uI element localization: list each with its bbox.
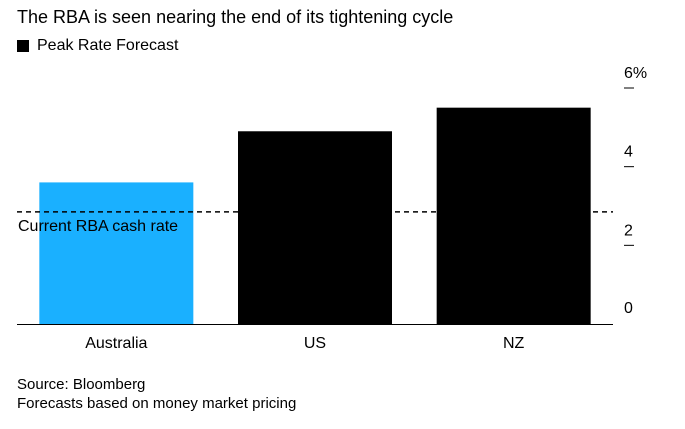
legend-label: Peak Rate Forecast <box>37 37 179 54</box>
x-tick-label: US <box>304 335 326 352</box>
legend-swatch <box>17 40 29 52</box>
bar-us <box>238 131 392 324</box>
y-tick-label: 0 <box>624 300 633 317</box>
chart-title: The RBA is seen nearing the end of its t… <box>17 7 454 27</box>
y-tick-label: 4 <box>624 144 633 161</box>
x-tick-label: NZ <box>503 335 525 352</box>
chart-footer: Source: Bloomberg Forecasts based on mon… <box>17 375 296 413</box>
y-tick-label: 2 <box>624 222 633 239</box>
bar-australia <box>39 182 194 324</box>
y-tick-label: 6% <box>624 65 647 82</box>
method-note: Forecasts based on money market pricing <box>17 395 297 412</box>
bar-nz <box>436 107 591 325</box>
x-tick-label: Australia <box>85 335 147 352</box>
source-note: Source: Bloomberg <box>17 376 146 393</box>
legend: Peak Rate Forecast <box>17 36 178 56</box>
reference-line-label: Current RBA cash rate <box>18 218 178 235</box>
